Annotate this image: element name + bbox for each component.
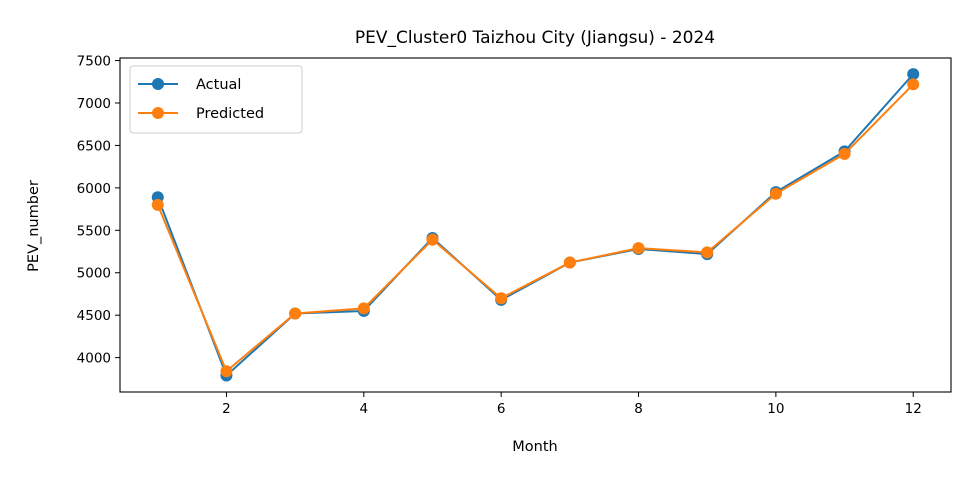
x-tick-label: 12: [905, 401, 922, 417]
x-tick-label: 10: [767, 401, 784, 417]
legend-label: Actual: [196, 77, 241, 93]
series-line-predicted: [156, 83, 914, 373]
x-tick-label: 4: [360, 401, 369, 417]
data-point-predicted: [357, 302, 370, 315]
plot-area: [151, 68, 920, 382]
y-axis-title: PEV_number: [26, 180, 42, 272]
y-tick-label: 6500: [77, 138, 111, 154]
data-point-predicted: [769, 187, 782, 200]
legend-item-actual: Actual: [138, 77, 241, 93]
x-tick-label: 6: [497, 401, 506, 417]
legend-item-predicted: Predicted: [138, 106, 264, 122]
data-point-predicted: [426, 233, 439, 246]
y-axis: 4000 4500 5000 5500 6000 6500 7000 7500: [77, 54, 120, 367]
legend-label: Predicted: [196, 106, 264, 122]
y-tick-label: 4500: [77, 308, 111, 324]
legend-box: [129, 65, 303, 134]
data-point-predicted: [838, 147, 851, 160]
y-tick-label: 5000: [77, 266, 111, 282]
data-point-predicted: [632, 242, 645, 255]
data-point-predicted: [151, 198, 164, 211]
y-tick-label: 7500: [77, 54, 111, 70]
chart-title: PEV_Cluster0 Taizhou City (Jiangsu) - 20…: [355, 28, 715, 48]
data-point-predicted: [907, 78, 920, 91]
legend-marker: [152, 107, 164, 119]
x-tick-label: 2: [222, 401, 231, 417]
y-tick-label: 4000: [77, 351, 111, 367]
data-point-predicted: [220, 365, 233, 378]
x-tick-label: 8: [634, 401, 643, 417]
data-point-predicted: [701, 246, 714, 259]
x-axis-title: Month: [512, 439, 557, 455]
x-axis: 2 4 6 8 10 12: [222, 392, 922, 417]
series-predicted: [151, 78, 920, 378]
data-point-predicted: [563, 256, 576, 269]
data-point-predicted: [495, 292, 508, 305]
data-point-actual: [907, 68, 920, 81]
plot-frame: [119, 57, 952, 393]
y-tick-label: 7000: [77, 96, 111, 112]
data-point-predicted: [289, 307, 302, 320]
legend: Actual Predicted: [129, 65, 303, 134]
legend-marker: [152, 78, 164, 90]
y-tick-label: 5500: [77, 223, 111, 239]
y-tick-label: 6000: [77, 181, 111, 197]
